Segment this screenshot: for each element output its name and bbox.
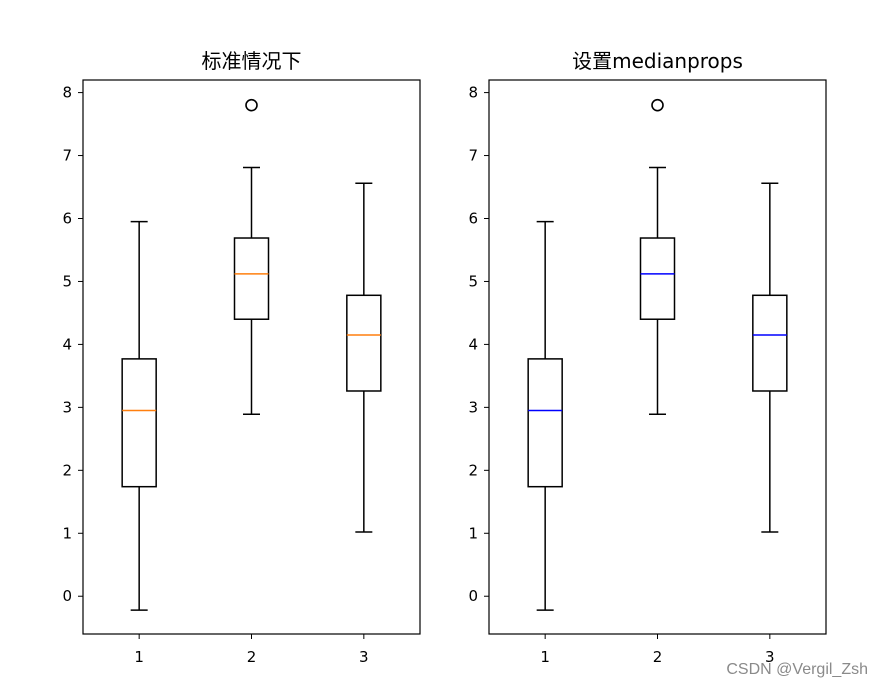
box-body — [639, 237, 676, 320]
box-2 — [639, 98, 676, 416]
box-2 — [233, 98, 270, 416]
x-tick-label: 1 — [134, 648, 144, 666]
box-1 — [527, 220, 563, 611]
x-tick-label: 1 — [540, 648, 550, 666]
box-1 — [121, 220, 157, 611]
y-tick-label: 8 — [62, 84, 72, 102]
box-body — [346, 294, 382, 392]
y-tick-label: 8 — [468, 84, 478, 102]
y-tick-label: 3 — [468, 398, 478, 416]
y-tick-label: 0 — [62, 587, 72, 605]
box-body — [121, 358, 157, 488]
subplot-right: 设置medianprops 0 1 2 3 4 5 6 7 8 1 2 3 — [468, 49, 827, 666]
y-tick-label: 6 — [468, 210, 478, 228]
chart-title: 标准情况下 — [202, 49, 302, 73]
y-tick-label: 2 — [468, 461, 478, 479]
y-tick-label: 1 — [468, 524, 478, 542]
y-tick-label: 1 — [62, 524, 72, 542]
watermark: CSDN @Vergil_Zsh — [726, 661, 868, 678]
y-tick-label: 2 — [62, 461, 72, 479]
flier-point — [245, 98, 258, 112]
y-tick-label: 7 — [468, 147, 478, 165]
y-tick-label: 5 — [62, 272, 72, 290]
y-tick-label: 0 — [468, 587, 478, 605]
box-body — [527, 358, 563, 488]
x-tick-label: 3 — [359, 648, 369, 666]
box-body — [233, 237, 270, 320]
flier-point — [651, 98, 664, 112]
x-tick-label: 3 — [765, 648, 775, 666]
subplot-left: 标准情况下 0 1 2 3 4 5 6 7 8 1 2 3 — [62, 49, 421, 666]
box-3 — [752, 182, 788, 533]
box-body — [752, 294, 788, 392]
x-tick-label: 2 — [653, 648, 663, 666]
y-tick-label: 4 — [468, 335, 478, 353]
y-tick-label: 4 — [62, 335, 72, 353]
y-tick-label: 7 — [62, 147, 72, 165]
y-tick-label: 6 — [62, 210, 72, 228]
box-3 — [346, 182, 382, 533]
y-tick-label: 3 — [62, 398, 72, 416]
y-tick-label: 5 — [468, 272, 478, 290]
x-tick-label: 2 — [247, 648, 257, 666]
chart-title: 设置medianprops — [572, 49, 743, 73]
